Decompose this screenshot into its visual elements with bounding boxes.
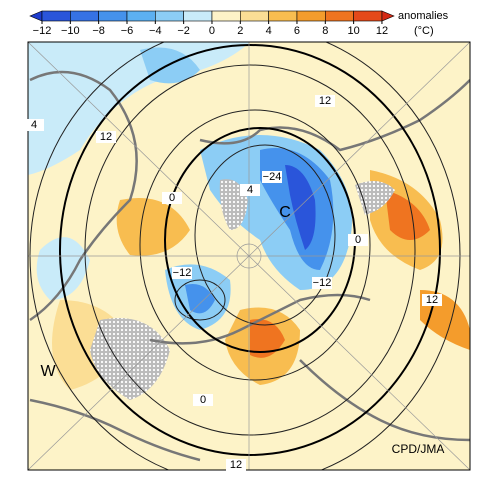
colorbar-swatch — [155, 10, 184, 22]
colorbar-unit: (°C) — [414, 25, 434, 37]
contour-label-bg — [262, 171, 282, 183]
colorbar-swatch — [268, 10, 298, 22]
colorbar-tick-label: 12 — [376, 25, 388, 37]
colorbar-tick-label: −12 — [33, 25, 52, 37]
colorbar-tick-label: −6 — [121, 25, 134, 37]
contour-label-bg — [193, 394, 213, 406]
contour-label: 4 — [31, 119, 37, 131]
contour-label-bg — [24, 119, 44, 131]
colorbar-swatch — [98, 10, 128, 22]
colorbar-swatch — [70, 10, 99, 22]
colorbar-tick-label: 8 — [322, 25, 328, 37]
colorbar-swatch — [324, 10, 354, 22]
colorbar-swatch — [126, 10, 156, 22]
contour-label-bg — [422, 294, 442, 306]
contour-label: −24 — [263, 171, 282, 183]
colorbar-swatch — [353, 10, 383, 22]
contour-label-bg — [96, 131, 116, 143]
colorbar-tick-label: −2 — [177, 25, 190, 37]
contour-label: −12 — [313, 277, 332, 289]
colorbar-tick-label: 6 — [294, 25, 300, 37]
pressure-letter: C — [279, 204, 291, 221]
contour-label: 12 — [230, 459, 242, 471]
contour-label: 0 — [200, 394, 206, 406]
contour-label: 12 — [319, 95, 331, 107]
colorbar-swatch — [296, 10, 326, 22]
contour-label-bg — [315, 95, 335, 107]
contour-label-bg — [312, 277, 332, 289]
credit: CPD/JMA — [392, 442, 445, 456]
colorbar-swatch — [41, 10, 71, 22]
contour-label-bg — [226, 459, 246, 471]
contour-label-bg — [348, 234, 368, 246]
contour-label: 12 — [100, 131, 112, 143]
map-field — [28, 42, 470, 470]
contour-label: 0 — [355, 234, 361, 246]
colorbar-arrow — [29, 10, 43, 22]
colorbar-tick-label: −10 — [61, 25, 80, 37]
colorbar-swatch — [240, 10, 269, 22]
colorbar-tick-label: 0 — [209, 25, 215, 37]
colorbar-swatch — [211, 10, 241, 22]
colorbar-tick-label: 4 — [266, 25, 272, 37]
contour-label-bg — [240, 184, 260, 196]
pressure-letter: W — [40, 363, 56, 380]
colorbar-swatch — [183, 10, 213, 22]
colorbar-label: anomalies — [398, 10, 449, 22]
contour-label-bg — [172, 267, 192, 279]
map-frame — [27, 41, 471, 471]
contour-label: 4 — [247, 184, 253, 196]
contour-label: 0 — [169, 192, 175, 204]
contour-label: −12 — [173, 267, 192, 279]
colorbar-tick-label: 2 — [237, 25, 243, 37]
colorbar-arrow — [381, 10, 395, 22]
colorbar-tick-label: −8 — [92, 25, 105, 37]
colorbar-tick-label: 10 — [348, 25, 360, 37]
contour-label-bg — [162, 192, 182, 204]
contour-label: 12 — [426, 294, 438, 306]
colorbar-tick-label: −4 — [149, 25, 162, 37]
